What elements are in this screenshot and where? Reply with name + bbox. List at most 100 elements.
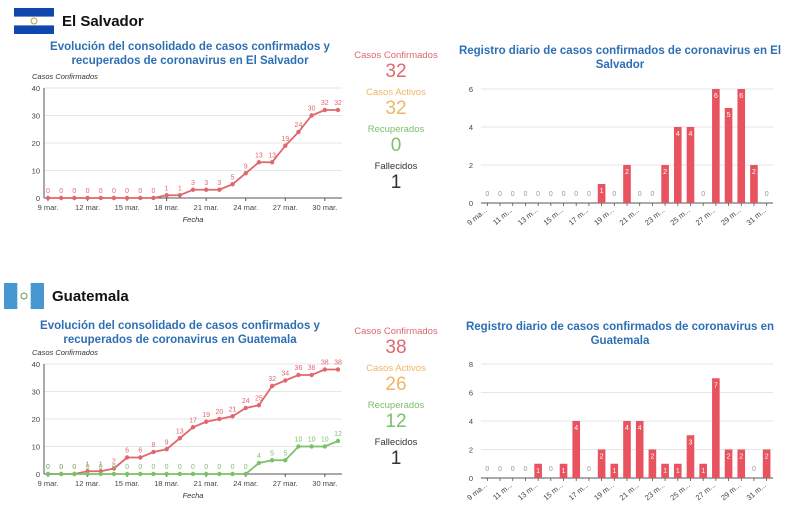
data-label: 1 [165,185,169,192]
data-point [203,187,209,192]
data-label: 0 [138,464,142,471]
data-label: 21 [229,406,237,413]
data-label: 0 [511,191,515,198]
data-label: 1 [676,468,680,475]
data-label: 0 [72,464,76,471]
x-axis-title: Fecha [183,491,204,500]
confirmed-label: Casos Confirmados [354,50,438,61]
confirmed-label: Casos Confirmados [354,326,438,337]
x-tick-label: 19 m... [592,481,615,503]
data-label: 8 [152,442,156,449]
data-label: 0 [523,466,527,473]
x-tick-label: 13 m... [516,481,539,503]
data-point [164,447,169,452]
data-point [283,143,288,148]
bar [724,108,733,203]
bar [699,463,707,478]
x-tick-label: 24 mar. [233,479,258,488]
data-point [217,187,222,192]
data-point [124,471,130,477]
data-label: 4 [676,131,680,138]
data-label: 0 [99,464,103,471]
data-point [230,182,235,187]
data-label: 5 [231,174,235,181]
data-point [190,425,196,430]
data-point [256,403,262,408]
data-point [98,195,103,201]
data-label: 0 [138,188,142,195]
active-label: Casos Activos [366,87,426,98]
data-label: 0 [59,464,63,471]
x-tick-label: 25 m... [668,481,691,503]
data-point [309,444,314,449]
data-label: 1 [178,185,182,192]
data-label: 4 [638,425,642,432]
bar [686,127,695,203]
confirmed-value: 32 [385,61,407,82]
deaths-label: Fallecidos [374,437,418,448]
x-tick-label: 11 m... [491,206,514,227]
data-point [256,460,262,466]
data-label: 0 [574,191,578,198]
data-label: 3 [689,439,693,446]
guatemala-flag-icon [4,283,44,309]
x-tick-label: 15 mar. [115,203,140,212]
y-tick-label: 4 [469,123,473,132]
data-label: 3 [204,180,208,187]
el-salvador-flag-icon [14,8,54,34]
data-label: 0 [112,464,116,471]
data-point [177,471,183,477]
data-label: 0 [587,191,591,198]
data-point [111,471,117,477]
bar [534,463,542,478]
data-point [85,195,90,201]
y-axis-title: Casos Confirmados [32,348,98,357]
y-tick-label: 2 [469,161,473,170]
x-tick-label: 18 mar. [154,479,179,488]
data-label: 0 [46,464,50,471]
data-label: 0 [612,191,616,198]
bar [572,421,581,478]
country-header-el-salvador: El Salvador [14,8,144,34]
data-label: 6 [138,448,142,455]
recovered-label: Recuperados [367,124,425,135]
y-tick-label: 6 [469,85,473,94]
x-tick-label: 17 m... [567,481,590,503]
data-label: 5 [270,450,274,457]
x-tick-label: 31 m... [745,481,768,503]
data-label: 1 [663,468,667,475]
data-label: 0 [204,464,208,471]
data-label: 2 [752,169,756,176]
data-point [111,466,117,471]
y-tick-label: 10 [32,167,40,176]
x-tick-label: 27 m... [694,481,717,503]
data-label: 0 [485,191,489,198]
x-tick-label: 30 mar. [312,479,337,488]
x-tick-label: 23 m... [643,206,666,228]
data-point [243,171,248,176]
y-tick-label: 20 [32,415,40,424]
data-label: 0 [152,464,156,471]
data-point [177,193,183,198]
bar [762,449,771,478]
data-point [335,107,341,113]
data-label: 4 [625,425,629,432]
data-label: 17 [189,417,197,424]
y-tick-label: 8 [469,360,473,369]
data-label: 36 [295,365,303,372]
data-point [283,378,288,383]
data-label: 5 [727,112,731,119]
y-tick-label: 40 [32,84,40,93]
data-label: 2 [727,454,731,461]
data-label: 1 [86,461,90,468]
data-point [203,471,209,477]
data-label: 0 [59,188,63,195]
x-tick-label: 21 mar. [194,203,219,212]
data-label: 0 [485,466,489,473]
y-tick-label: 0 [469,474,473,483]
data-label: 19 [281,136,289,143]
x-tick-label: 29 m... [719,206,742,228]
data-point [151,195,156,201]
x-tick-label: 17 m... [567,206,590,228]
